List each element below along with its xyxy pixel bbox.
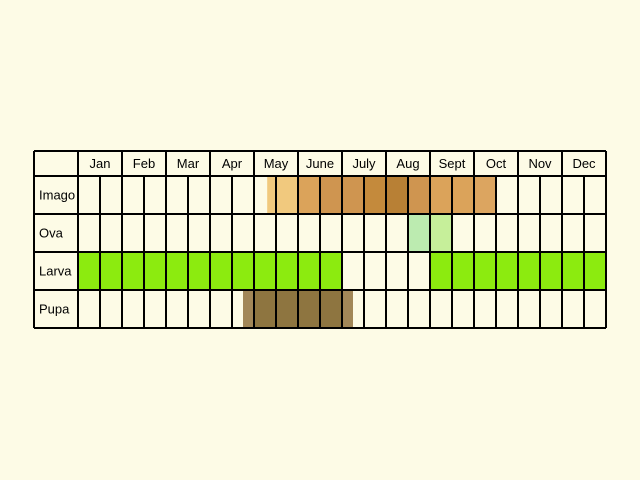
- month-label-apr: Apr: [222, 156, 243, 171]
- month-label-mar: Mar: [177, 156, 200, 171]
- stage-label-imago: Imago: [39, 188, 75, 203]
- month-label-aug: Aug: [396, 156, 419, 171]
- stage-bar-imago-6: [408, 176, 430, 214]
- stage-bar-ova-0: [408, 214, 430, 252]
- month-label-june: June: [306, 156, 334, 171]
- month-label-sept: Sept: [439, 156, 466, 171]
- month-label-dec: Dec: [572, 156, 596, 171]
- stage-label-ova: Ova: [39, 226, 64, 241]
- month-label-may: May: [264, 156, 289, 171]
- month-label-jan: Jan: [90, 156, 111, 171]
- month-label-feb: Feb: [133, 156, 155, 171]
- stage-bar-imago-0: [267, 176, 276, 214]
- stage-bar-imago-2: [298, 176, 320, 214]
- month-label-july: July: [352, 156, 376, 171]
- stage-bar-pupa-2: [342, 290, 353, 328]
- month-label-oct: Oct: [486, 156, 507, 171]
- stage-label-pupa: Pupa: [39, 302, 70, 317]
- stage-bar-pupa-0: [243, 290, 254, 328]
- stage-bar-imago-4: [364, 176, 386, 214]
- stage-bar-imago-1: [276, 176, 298, 214]
- stage-label-larva: Larva: [39, 264, 72, 279]
- month-label-nov: Nov: [528, 156, 552, 171]
- stage-bar-ova-1: [430, 214, 452, 252]
- stage-bar-imago-5: [386, 176, 408, 214]
- stage-bar-imago-8: [474, 176, 496, 214]
